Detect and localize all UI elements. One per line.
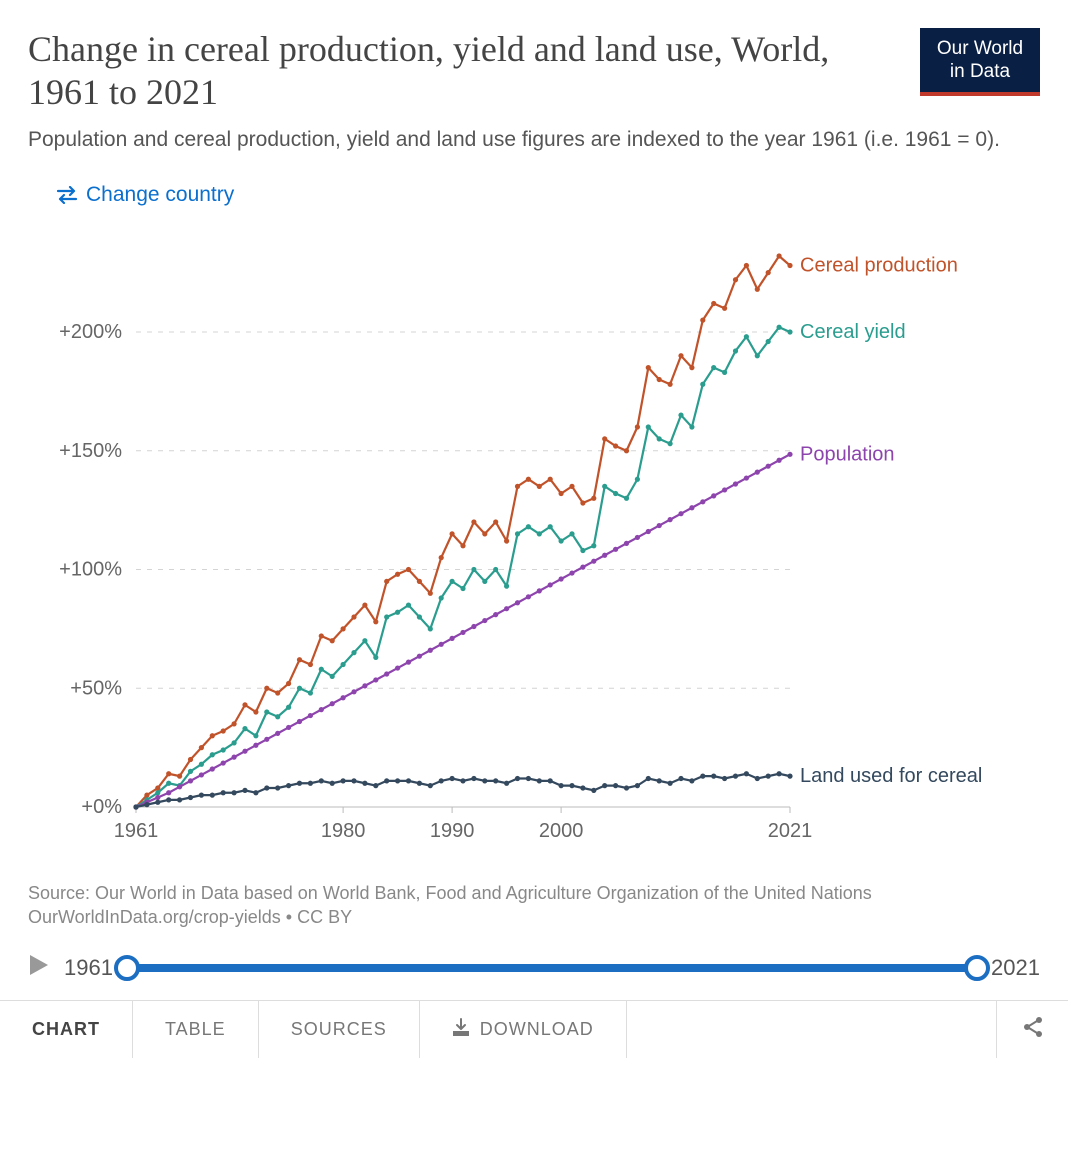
svg-text:1990: 1990 [430,820,475,842]
tab-bar: CHART TABLE SOURCES DOWNLOAD [0,1000,1068,1058]
change-country-label: Change country [86,183,234,207]
svg-text:1980: 1980 [321,820,366,842]
timeline-track[interactable] [127,964,977,972]
timeline-handle-start[interactable] [114,955,140,981]
change-country-button[interactable]: Change country [56,183,234,207]
svg-text:Land used for cereal: Land used for cereal [800,765,982,787]
timeline[interactable]: 1961 2021 [28,947,1040,1000]
svg-text:2000: 2000 [539,820,584,842]
timeline-end-year: 2021 [991,955,1040,981]
owid-logo: Our World in Data [920,28,1040,96]
svg-text:Cereal yield: Cereal yield [800,321,906,343]
timeline-handle-end[interactable] [964,955,990,981]
svg-text:Population: Population [800,443,895,465]
tab-download[interactable]: DOWNLOAD [420,1001,627,1058]
tab-table[interactable]: TABLE [133,1001,259,1058]
svg-text:2021: 2021 [768,820,813,842]
line-chart: +0% +50% +100% +150% +200% 1961 1980 1990 2000 20… [28,217,1040,857]
timeline-start-year: 1961 [64,955,113,981]
tab-download-label: DOWNLOAD [480,1019,594,1040]
download-icon [452,1018,470,1041]
attribution-text: OurWorldInData.org/crop-yields • CC BY [28,905,1040,929]
svg-text:+200%: +200% [59,321,122,343]
play-icon[interactable] [28,953,50,982]
tab-share[interactable] [996,1001,1068,1058]
chart-title: Change in cereal production, yield and l… [28,28,900,114]
svg-text:+100%: +100% [59,558,122,580]
chart-subtitle: Population and cereal production, yield … [28,126,1040,154]
owid-logo-line2: in Data [934,61,1026,84]
share-icon [1022,1016,1044,1043]
svg-text:+0%: +0% [81,796,122,818]
svg-text:+50%: +50% [70,677,122,699]
svg-text:1961: 1961 [114,820,159,842]
svg-text:Cereal production: Cereal production [800,254,958,276]
svg-text:+150%: +150% [59,439,122,461]
source-text: Source: Our World in Data based on World… [28,881,1040,905]
swap-icon [56,186,78,204]
tab-sources[interactable]: SOURCES [259,1001,420,1058]
tab-chart[interactable]: CHART [0,1001,133,1058]
owid-logo-line1: Our World [934,38,1026,61]
